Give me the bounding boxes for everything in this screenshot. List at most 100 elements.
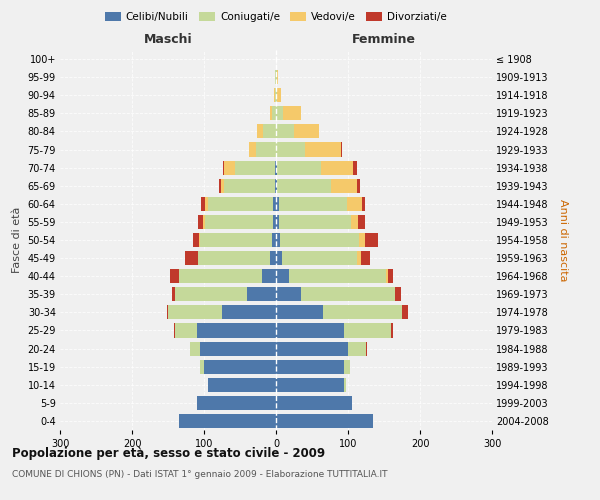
Bar (301, 287, 395, 302)
Bar (276, 215, 279, 229)
Bar (276, 360, 344, 374)
Bar (269, 106, 272, 120)
Bar (272, 233, 276, 247)
Bar (305, 142, 341, 156)
Bar (219, 178, 221, 193)
Bar (201, 197, 205, 211)
Bar (193, 233, 199, 247)
Bar (200, 342, 276, 355)
Bar (172, 287, 175, 302)
Bar (395, 287, 401, 302)
Bar (277, 70, 278, 84)
Bar (223, 160, 224, 174)
Bar (248, 142, 256, 156)
Bar (274, 88, 275, 102)
Bar (358, 215, 365, 229)
Bar (331, 178, 356, 193)
Bar (344, 324, 391, 338)
Bar (276, 178, 277, 193)
Bar (391, 324, 392, 338)
Bar (270, 251, 276, 265)
Bar (275, 70, 276, 84)
Bar (275, 178, 276, 193)
Bar (388, 269, 394, 283)
Bar (199, 233, 200, 247)
Bar (200, 360, 204, 374)
Bar (273, 215, 276, 229)
Bar (200, 233, 272, 247)
Bar (276, 88, 277, 102)
Text: COMUNE DI CHIONS (PN) - Dati ISTAT 1° gennaio 2009 - Elaborazione TUTTITALIA.IT: COMUNE DI CHIONS (PN) - Dati ISTAT 1° ge… (12, 470, 388, 479)
Bar (197, 396, 276, 410)
Bar (197, 251, 198, 265)
Bar (344, 378, 346, 392)
Bar (276, 251, 282, 265)
Bar (279, 197, 347, 211)
Bar (262, 269, 276, 283)
Bar (277, 178, 331, 193)
Bar (205, 215, 273, 229)
Bar (276, 287, 301, 302)
Bar (289, 269, 386, 283)
Bar (190, 342, 200, 355)
Bar (277, 88, 281, 102)
Bar (224, 160, 235, 174)
Bar (197, 324, 276, 338)
Bar (386, 269, 388, 283)
Bar (365, 233, 377, 247)
Bar (256, 142, 276, 156)
Bar (257, 124, 263, 138)
Bar (347, 197, 362, 211)
Bar (273, 197, 276, 211)
Bar (276, 342, 348, 355)
Text: Femmine: Femmine (352, 34, 416, 46)
Bar (170, 269, 179, 283)
Bar (366, 342, 367, 355)
Bar (402, 306, 408, 320)
Bar (277, 160, 320, 174)
Bar (168, 306, 222, 320)
Bar (198, 251, 270, 265)
Bar (222, 306, 276, 320)
Bar (362, 197, 365, 211)
Bar (208, 378, 276, 392)
Bar (320, 160, 353, 174)
Bar (276, 378, 344, 392)
Bar (276, 106, 283, 120)
Text: Popolazione per età, sesso e stato civile - 2009: Popolazione per età, sesso e stato civil… (12, 448, 325, 460)
Bar (358, 251, 361, 265)
Bar (282, 251, 358, 265)
Bar (247, 287, 276, 302)
Bar (294, 124, 319, 138)
Bar (276, 414, 373, 428)
Bar (344, 360, 350, 374)
Bar (224, 178, 275, 193)
Bar (276, 124, 294, 138)
Bar (185, 251, 197, 265)
Bar (175, 324, 197, 338)
Bar (359, 233, 365, 247)
Bar (279, 215, 351, 229)
Bar (356, 178, 360, 193)
Bar (208, 197, 273, 211)
Bar (353, 160, 356, 174)
Bar (280, 233, 359, 247)
Bar (235, 160, 275, 174)
Bar (276, 160, 277, 174)
Bar (179, 269, 262, 283)
Bar (283, 106, 301, 120)
Bar (205, 197, 208, 211)
Bar (351, 215, 358, 229)
Text: Maschi: Maschi (143, 34, 193, 46)
Bar (175, 287, 247, 302)
Bar (203, 215, 205, 229)
Bar (276, 197, 279, 211)
Bar (323, 306, 402, 320)
Bar (276, 70, 277, 84)
Bar (197, 215, 203, 229)
Bar (204, 360, 276, 374)
Bar (361, 251, 370, 265)
Bar (276, 306, 323, 320)
Bar (272, 106, 276, 120)
Y-axis label: Fasce di età: Fasce di età (12, 207, 22, 273)
